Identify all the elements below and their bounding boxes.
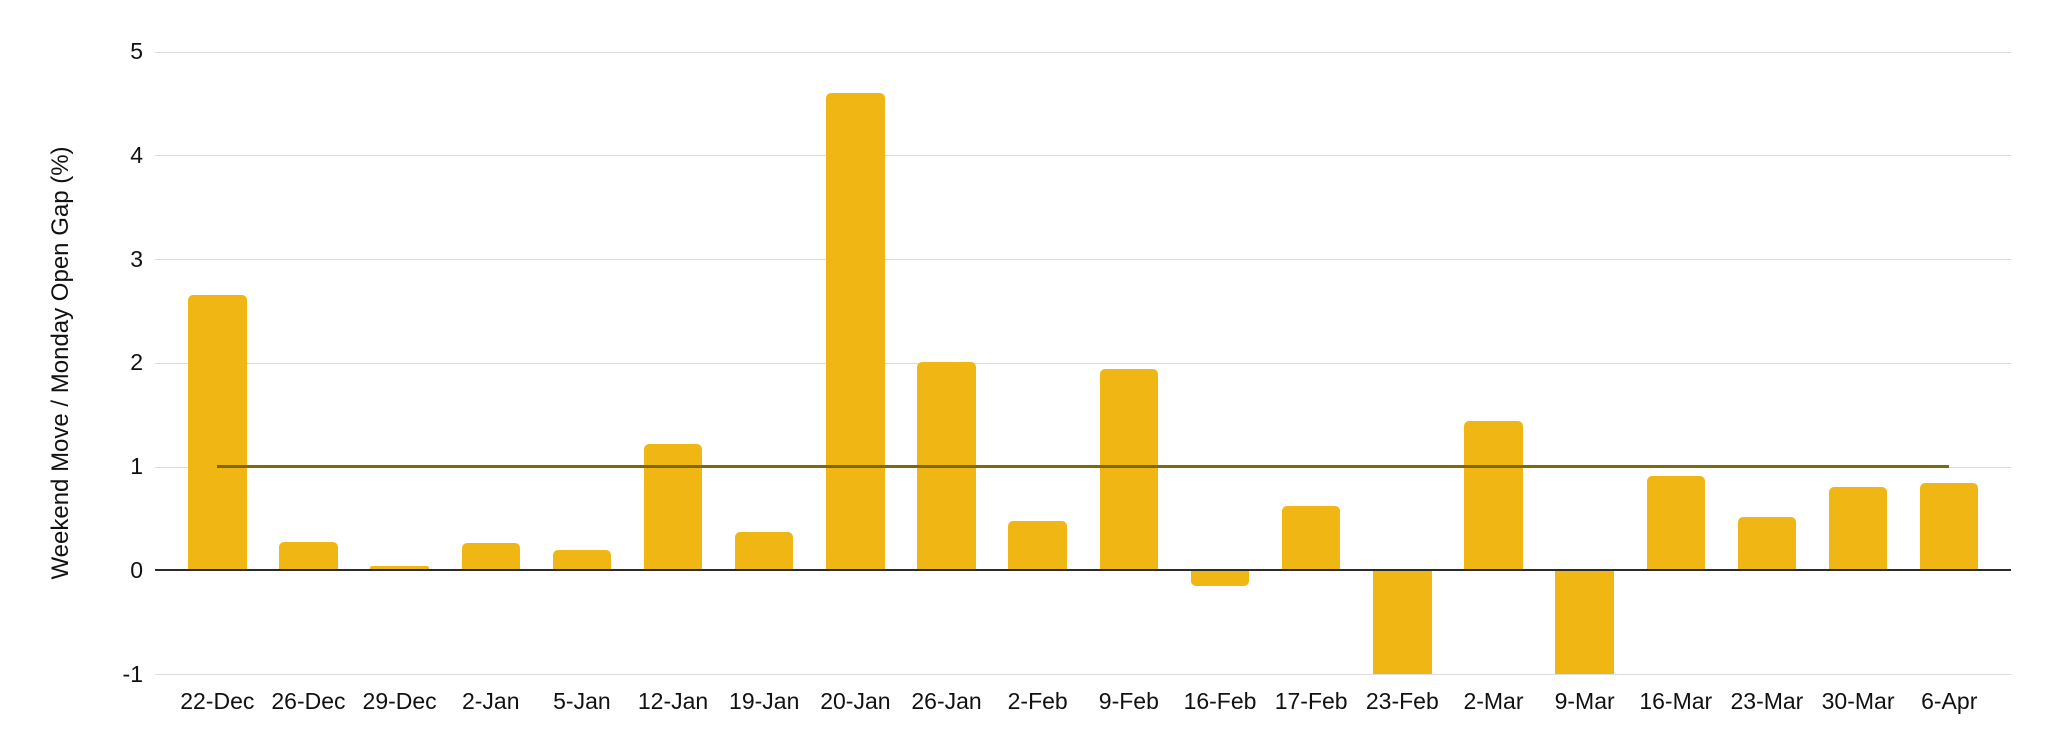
bar-16-Feb <box>1190 570 1250 586</box>
x-tick-label-26-Dec: 26-Dec <box>271 688 346 714</box>
x-tick-label-9-Mar: 9-Mar <box>1554 688 1615 714</box>
x-tick-label-23-Mar: 23-Mar <box>1730 688 1804 714</box>
bar-19-Jan <box>734 532 794 571</box>
y-tick-label: -1 <box>122 660 143 687</box>
x-tick-label-2-Feb: 2-Feb <box>1007 688 1068 714</box>
x-tick-label-19-Jan: 19-Jan <box>729 688 800 714</box>
x-tick-label-30-Mar: 30-Mar <box>1821 688 1895 714</box>
bar-29-Dec <box>370 566 429 571</box>
bar-30-Mar <box>1828 487 1888 571</box>
x-tick-label-23-Feb: 23-Feb <box>1365 688 1439 714</box>
y-tick-label: 5 <box>130 38 143 65</box>
bar-23-Feb <box>1373 570 1432 675</box>
gridline-y-2 <box>155 362 2011 364</box>
y-tick-label: 3 <box>130 245 143 272</box>
x-tick-label-17-Feb: 17-Feb <box>1274 688 1348 714</box>
threshold-line-1pct <box>217 465 1950 469</box>
x-tick-label-5-Jan: 5-Jan <box>553 688 611 714</box>
y-tick-label: 0 <box>130 556 143 583</box>
gridline-y--1 <box>155 674 2011 676</box>
bar-20-Jan <box>826 93 885 571</box>
x-tick-label-22-Dec: 22-Dec <box>180 688 255 714</box>
gridline-y-3 <box>155 259 2011 261</box>
x-tick-label-26-Jan: 26-Jan <box>911 688 982 714</box>
bar-5-Jan <box>552 549 612 571</box>
bar-26-Dec <box>279 542 338 571</box>
bar-6-Apr <box>1919 483 1979 571</box>
x-tick-label-12-Jan: 12-Jan <box>637 688 709 714</box>
x-tick-label-2-Jan: 2-Jan <box>461 688 520 714</box>
bar-2-Jan <box>461 543 520 571</box>
x-tick-label-6-Apr: 6-Apr <box>1921 688 1978 714</box>
x-tick-label-29-Dec: 29-Dec <box>362 688 437 714</box>
bar-2-Mar <box>1464 420 1523 571</box>
y-tick-label: 4 <box>130 141 143 168</box>
x-tick-label-16-Feb: 16-Feb <box>1183 688 1257 714</box>
bar-17-Feb <box>1281 506 1341 571</box>
y-tick-label: 1 <box>130 453 143 480</box>
bar-12-Jan <box>643 443 703 571</box>
y-tick-label: 2 <box>130 349 143 376</box>
x-tick-label-2-Mar: 2-Mar <box>1463 688 1524 714</box>
gridline-y-4 <box>155 155 2011 157</box>
bar-9-Feb <box>1099 369 1159 571</box>
bar-2-Feb <box>1008 520 1067 571</box>
bar-9-Mar <box>1555 570 1614 675</box>
bar-22-Dec <box>188 295 247 571</box>
bar-16-Mar <box>1646 475 1706 571</box>
x-tick-label-20-Jan: 20-Jan <box>820 688 891 714</box>
bar-23-Mar <box>1737 517 1797 571</box>
x-tick-label-16-Mar: 16-Mar <box>1639 688 1713 714</box>
gridline-y-5 <box>155 51 2011 53</box>
x-tick-label-9-Feb: 9-Feb <box>1098 688 1159 714</box>
x-axis-zero-line <box>155 569 2011 572</box>
